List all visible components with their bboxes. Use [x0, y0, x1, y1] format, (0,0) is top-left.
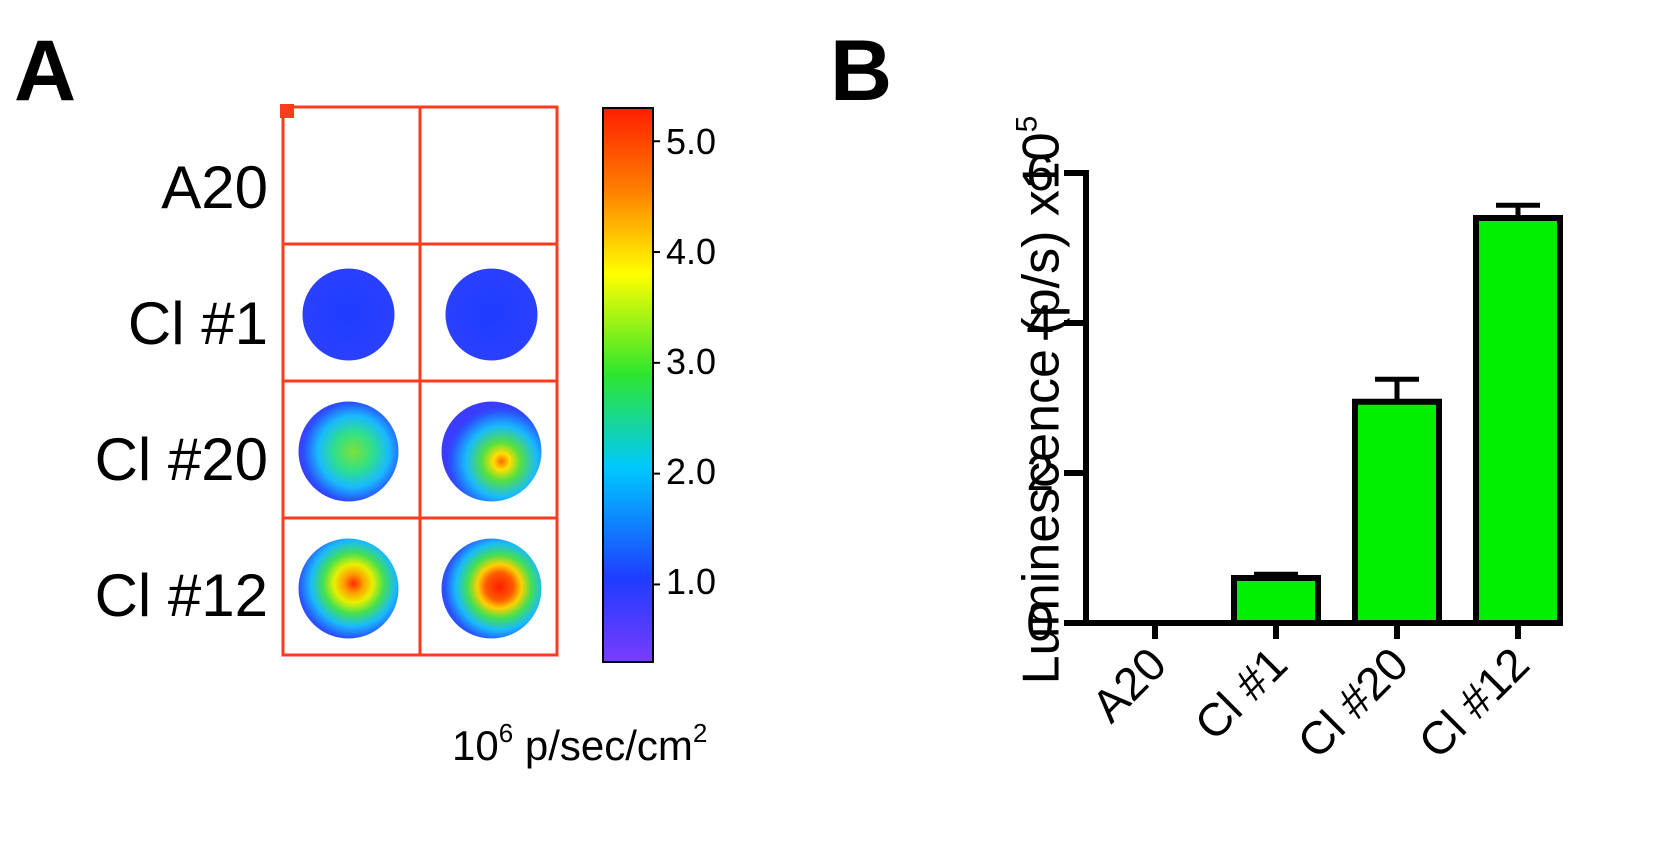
panel-a-letter: A: [14, 23, 77, 119]
y-axis-label-exponent: 5: [1010, 115, 1044, 133]
colorbar-tick-label-4: 4.0: [666, 231, 717, 272]
well-cl20-1: [298, 401, 399, 502]
colorbar-tick-label-2: 2.0: [666, 451, 717, 492]
well-cl1-1: [302, 268, 395, 361]
x-tick-label-4: Cl #12: [1408, 637, 1539, 768]
y-tick-label-2: 2: [1026, 445, 1054, 501]
panel-b-letter: B: [830, 23, 893, 119]
x-tick-label-3: Cl #20: [1287, 637, 1418, 768]
unit-exponent: 6: [498, 718, 514, 748]
colorbar-gradient: [602, 107, 654, 663]
well-cl1-2: [445, 268, 538, 361]
row-label-cl12: Cl #12: [94, 562, 268, 629]
row-label-cl20: Cl #20: [94, 426, 268, 493]
bar-2: [1231, 575, 1321, 626]
y-tick-label-6: 6: [1026, 145, 1054, 201]
y-tick-label-4: 4: [1026, 295, 1054, 351]
bar-3: [1352, 398, 1442, 626]
well-cl12-2: [441, 538, 542, 639]
unit-rest: p/sec/cm: [513, 722, 693, 769]
y-tick-label-0: 0: [1026, 595, 1054, 651]
unit-exponent-2: 2: [692, 718, 708, 748]
colorbar: [602, 107, 660, 663]
y-axis-label-main: Luminescence (p/s) x10: [1012, 132, 1071, 685]
colorbar-tick-label-5: 5.0: [666, 121, 717, 162]
x-tick-label-2: Cl #1: [1184, 637, 1297, 750]
y-axis-label: Luminescence (p/s) x105: [1010, 115, 1071, 685]
corner-marker: [280, 104, 294, 118]
colorbar-tick-label-3: 3.0: [666, 341, 717, 382]
colorbar-unit-label: 106 p/sec/cm2: [452, 720, 707, 767]
well-cl20-2: [441, 401, 542, 502]
unit-base: 10: [452, 722, 499, 769]
bar-4: [1473, 215, 1563, 626]
row-label-a20: A20: [161, 154, 268, 221]
well-plate-image: [280, 104, 559, 657]
well-cl12-1: [298, 538, 399, 639]
row-label-cl1: Cl #1: [127, 290, 268, 357]
colorbar-tick-label-1: 1.0: [666, 561, 717, 602]
x-tick-label-1: A20: [1081, 637, 1176, 732]
